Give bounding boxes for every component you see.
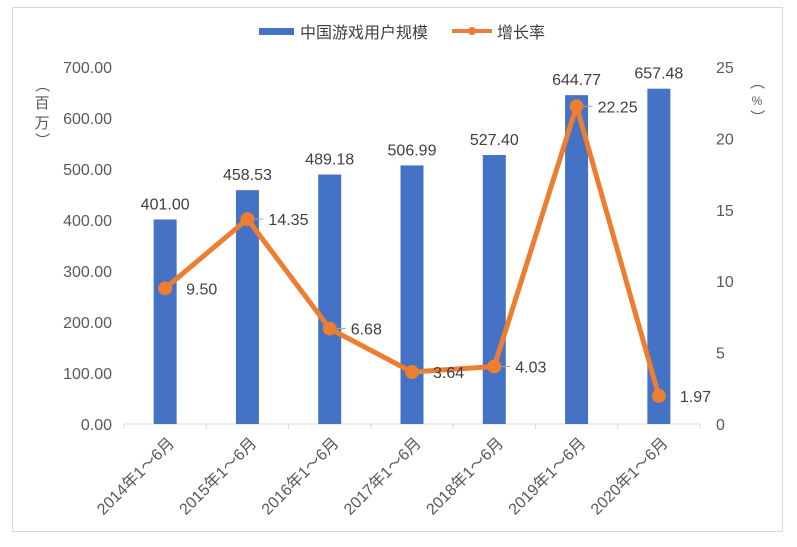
bar-series	[153, 88, 671, 424]
line-marker	[322, 321, 337, 336]
bar	[482, 155, 506, 424]
bar-value-label: 657.48	[634, 66, 683, 83]
bar	[647, 88, 671, 424]
svg-text:百: 百	[34, 95, 49, 112]
line-value-label: 3.64	[433, 365, 464, 382]
x-tick-label: 2017年1～6月	[340, 434, 424, 518]
bar-value-label: 458.53	[223, 167, 272, 184]
line-marker	[487, 359, 502, 374]
left-tick-label: 700.00	[63, 60, 112, 77]
line-marker	[240, 212, 255, 227]
right-tick-label: 0	[716, 417, 725, 434]
bar-value-label: 644.77	[552, 72, 601, 89]
legend-bar-swatch	[259, 28, 294, 35]
bar-value-label: 527.40	[470, 132, 519, 149]
svg-text:（: （	[748, 74, 765, 89]
right-tick-label: 5	[716, 346, 725, 363]
line-series	[158, 99, 666, 403]
bar	[565, 95, 589, 424]
legend-line-label: 增长率	[497, 24, 545, 42]
line-marker	[651, 388, 666, 403]
svg-text:%: %	[752, 94, 763, 108]
svg-text:万: 万	[34, 115, 49, 132]
data-labels: 401.00 458.53 489.18 506.99 527.40 644.77 657.…	[141, 66, 711, 406]
bar-value-label: 489.18	[305, 152, 354, 169]
bar-value-label: 506.99	[388, 142, 437, 159]
right-axis-unit: （ % ）	[748, 74, 765, 124]
line-marker	[569, 99, 584, 114]
left-tick-label: 600.00	[63, 111, 112, 128]
x-tick-label: 2020年1～6月	[587, 434, 671, 518]
line-marker	[405, 365, 419, 380]
left-axis-ticks: 0.00 100.00 200.00 300.00 400.00 500.00 600.00…	[63, 60, 112, 434]
left-tick-label: 0.00	[81, 417, 112, 434]
x-axis: 2014年1～6月2015年1～6月2016年1～6月2017年1～6月2018…	[94, 423, 701, 519]
x-tick-label: 2019年1～6月	[505, 434, 589, 518]
line-value-label: 22.25	[598, 99, 638, 116]
left-tick-label: 400.00	[63, 213, 112, 230]
legend-bar-label: 中国游戏用户规模	[300, 24, 428, 42]
left-tick-label: 500.00	[63, 162, 112, 179]
left-axis-unit: （ 百 万 ）	[33, 77, 50, 147]
svg-text:）: ）	[33, 132, 50, 147]
line-marker	[158, 281, 173, 296]
x-tick-label: 2018年1～6月	[423, 434, 507, 518]
svg-text:（: （	[33, 77, 50, 92]
line-value-label: 14.35	[268, 212, 308, 229]
x-tick-label: 2015年1～6月	[176, 434, 260, 518]
x-tick-label: 2014年1～6月	[94, 434, 178, 518]
bar-value-label: 401.00	[141, 196, 190, 213]
legend: 中国游戏用户规模 增长率	[259, 24, 545, 42]
bar	[318, 174, 342, 424]
x-tick-label: 2016年1～6月	[258, 434, 342, 518]
svg-text:）: ）	[748, 109, 765, 124]
right-tick-label: 15	[716, 203, 734, 220]
left-tick-label: 200.00	[63, 315, 112, 332]
right-tick-label: 20	[716, 131, 734, 148]
line-value-label: 1.97	[680, 389, 711, 406]
bar	[153, 219, 177, 424]
bar	[400, 165, 424, 424]
line-value-label: 9.50	[186, 281, 217, 298]
left-tick-label: 100.00	[63, 366, 112, 383]
right-axis-ticks: 0 5 10 15 20 25	[716, 60, 734, 434]
line-value-label: 4.03	[515, 359, 546, 376]
right-tick-label: 25	[716, 60, 734, 77]
bar	[235, 190, 259, 424]
line-value-label: 6.68	[351, 322, 382, 339]
left-tick-label: 300.00	[63, 264, 112, 281]
legend-line-marker	[468, 27, 476, 35]
right-tick-label: 10	[716, 274, 734, 291]
